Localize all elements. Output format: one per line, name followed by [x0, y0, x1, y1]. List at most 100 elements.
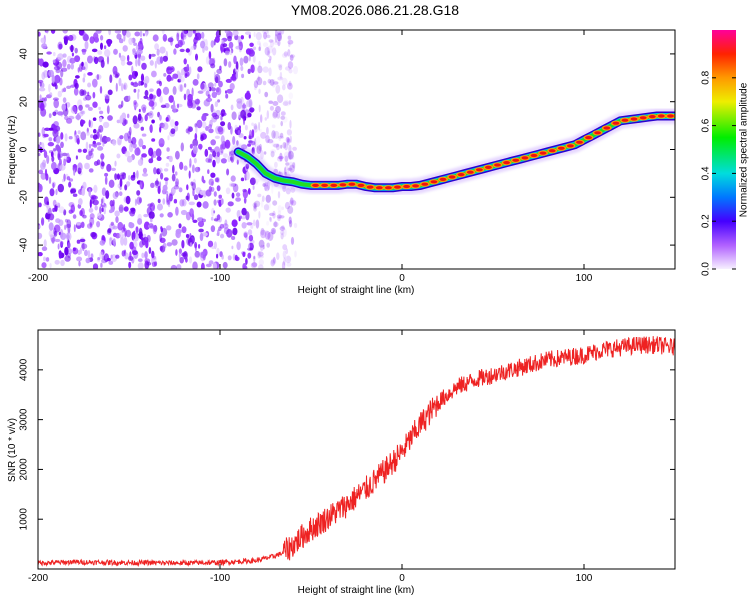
noise-speck: [294, 250, 297, 258]
noise-speck: [57, 111, 64, 116]
noise-speck: [140, 55, 146, 61]
noise-speck: [214, 101, 219, 108]
noise-speck: [161, 30, 165, 35]
trace-peak: [312, 183, 319, 187]
noise-speck: [243, 55, 249, 64]
noise-speck: [81, 243, 88, 249]
noise-speck: [269, 79, 275, 86]
noise-speck: [251, 129, 255, 138]
noise-speck: [174, 171, 178, 176]
noise-speck: [168, 193, 173, 202]
noise-speck: [82, 181, 87, 190]
noise-speck: [104, 172, 109, 177]
noise-speck: [89, 36, 95, 44]
noise-speck: [166, 67, 174, 71]
noise-speck: [247, 252, 252, 259]
noise-speck: [109, 200, 114, 207]
noise-speck: [248, 234, 254, 242]
noise-speck: [231, 111, 237, 120]
noise-speck: [207, 158, 212, 163]
noise-speck: [276, 252, 280, 260]
noise-speck: [55, 135, 61, 144]
noise-speck: [228, 182, 236, 188]
noise-speck: [235, 192, 241, 197]
noise-speck: [279, 71, 283, 80]
noise-speck: [48, 176, 52, 184]
noise-speck: [179, 256, 184, 264]
noise-speck: [101, 207, 104, 212]
noise-speck: [244, 92, 251, 100]
noise-speck: [70, 63, 75, 70]
noise-speck: [38, 183, 43, 193]
noise-speck: [186, 30, 193, 38]
trace-peak: [639, 116, 647, 120]
noise-speck: [254, 176, 258, 182]
figure-title: YM08.2026.086.21.28.G18: [291, 2, 459, 18]
noise-speck: [285, 248, 289, 255]
noise-speck: [176, 32, 180, 42]
noise-speck: [181, 226, 187, 234]
noise-speck: [85, 94, 92, 101]
noise-speck: [97, 129, 101, 133]
noise-speck: [287, 138, 291, 145]
noise-speck: [92, 101, 98, 108]
noise-speck: [286, 262, 292, 267]
noise-speck: [137, 218, 143, 225]
noise-speck: [38, 225, 41, 229]
noise-speck: [188, 170, 191, 179]
noise-speck: [179, 161, 184, 170]
noise-speck: [256, 146, 259, 151]
noise-speck: [220, 198, 224, 205]
noise-speck: [271, 124, 276, 129]
noise-speck: [55, 202, 60, 206]
noise-speck: [273, 41, 280, 45]
noise-speck: [163, 73, 167, 77]
noise-speck: [270, 150, 275, 158]
noise-speck: [112, 232, 118, 238]
noise-speck: [39, 94, 42, 100]
noise-speck: [99, 206, 102, 214]
trace-peak: [321, 183, 328, 187]
trace-peak: [557, 146, 565, 150]
noise-speck: [264, 230, 269, 236]
noise-speck: [166, 242, 173, 247]
trace-peak: [466, 170, 474, 174]
noise-speck: [66, 85, 72, 90]
noise-speck: [108, 260, 114, 265]
noise-speck: [38, 152, 41, 157]
noise-speck: [266, 242, 271, 248]
noise-speck: [197, 220, 205, 228]
noise-speck: [230, 104, 234, 111]
noise-speck: [212, 262, 217, 269]
noise-speck: [253, 256, 256, 263]
noise-speck: [138, 138, 144, 148]
heatmap-x-axis-label: Height of straight line (km): [298, 285, 415, 296]
noise-speck: [207, 94, 211, 99]
noise-speck: [253, 203, 257, 210]
noise-speck: [201, 31, 205, 39]
noise-speck: [124, 119, 128, 125]
noise-speck: [88, 188, 91, 197]
noise-speck: [202, 201, 209, 209]
snr-x-axis-label: Height of straight line (km): [298, 585, 415, 596]
noise-speck: [173, 185, 180, 190]
noise-speck: [278, 135, 284, 139]
noise-speck: [51, 74, 55, 84]
noise-speck: [41, 217, 45, 226]
noise-speck: [292, 162, 296, 169]
noise-speck: [287, 35, 292, 40]
trace-peak: [494, 163, 501, 167]
noise-speck: [194, 32, 198, 37]
noise-speck: [276, 32, 282, 42]
noise-speck: [149, 60, 154, 66]
noise-speck: [263, 151, 267, 155]
noise-speck: [273, 130, 280, 139]
noise-speck: [220, 115, 223, 121]
noise-speck: [70, 189, 73, 195]
noise-speck: [160, 172, 164, 180]
noise-speck: [194, 36, 199, 40]
noise-speck: [262, 183, 266, 187]
noise-speck: [192, 138, 199, 147]
trace-peak: [375, 186, 383, 190]
